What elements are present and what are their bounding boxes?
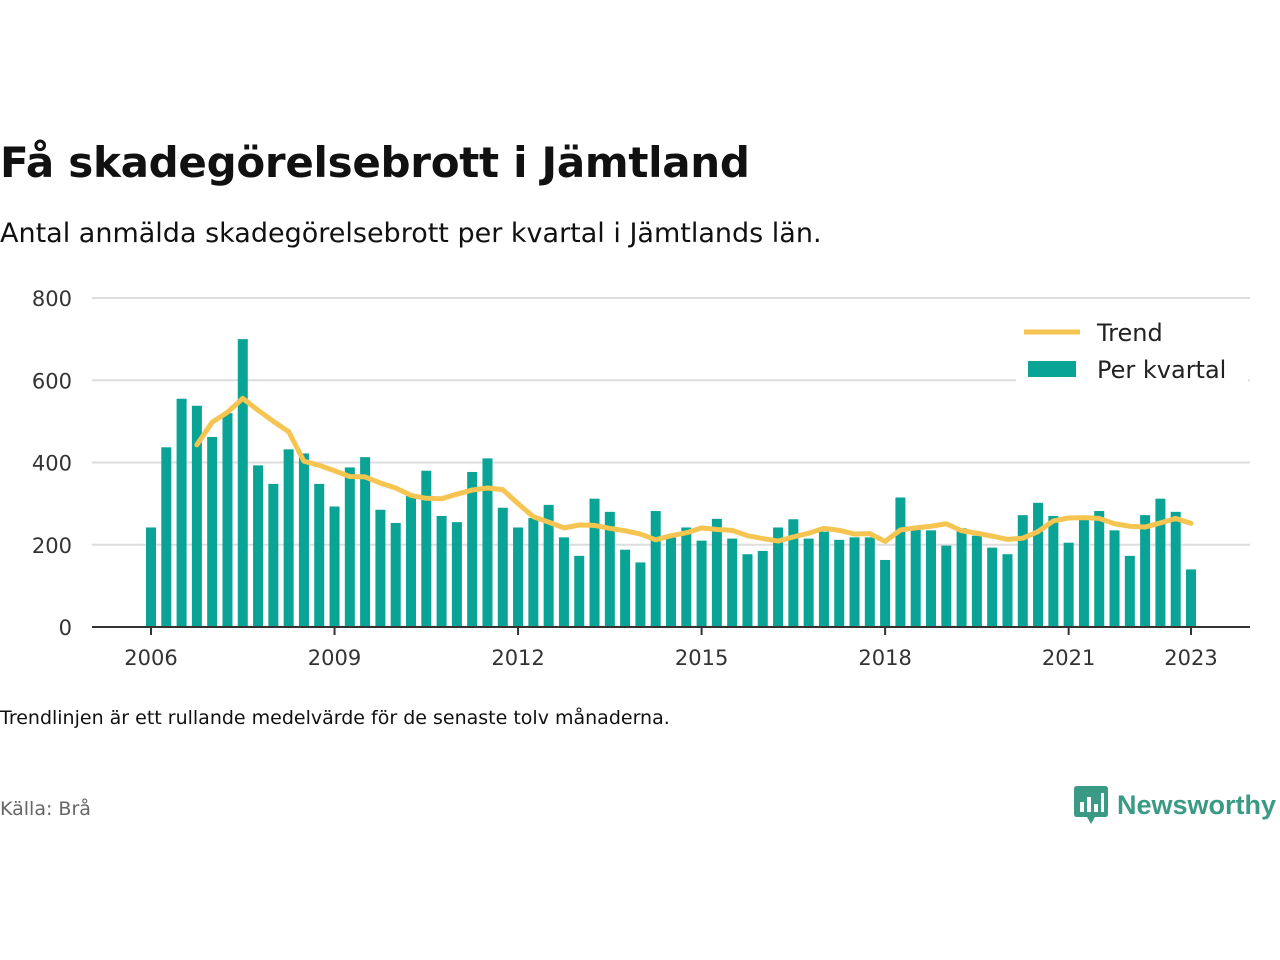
bar [696, 540, 707, 627]
bar [666, 537, 676, 627]
bar [360, 457, 371, 627]
trend-note: Trendlinjen är ett rullande medelvärde f… [0, 707, 670, 729]
bar [742, 554, 753, 627]
y-axis-ticks: 0 200 400 600 800 [32, 287, 72, 640]
bar [849, 537, 860, 627]
source-label: Källa: Brå [0, 798, 91, 820]
bar [344, 467, 355, 627]
chart-title: Få skadegörelsebrott i Jämtland [0, 138, 750, 187]
bar [558, 537, 569, 627]
bar [253, 465, 264, 627]
bar [834, 539, 845, 627]
y-tick-label: 800 [32, 287, 72, 311]
bar [497, 507, 508, 627]
y-tick-label: 400 [32, 452, 72, 476]
bar [268, 483, 279, 627]
x-tick-label: 2021 [1042, 646, 1095, 670]
bar [314, 483, 325, 627]
newsworthy-brand[interactable]: Newsworthy [1073, 784, 1276, 826]
bar [406, 494, 416, 627]
bar [176, 398, 187, 627]
bar [589, 498, 600, 627]
legend-bar-swatch [1028, 361, 1076, 377]
legend: Trend Per kvartal [1016, 312, 1248, 384]
bar [1017, 515, 1028, 627]
bar [1170, 511, 1181, 627]
bar [1109, 530, 1120, 627]
bar [650, 511, 661, 627]
bar [727, 538, 738, 627]
bar [1094, 511, 1105, 627]
bar [482, 458, 493, 627]
bar [421, 470, 432, 627]
bar [604, 511, 615, 627]
bar [926, 530, 936, 627]
bar [1063, 542, 1074, 627]
bar [895, 497, 906, 627]
x-tick-label: 2018 [858, 646, 911, 670]
bar [635, 562, 646, 627]
bar [1048, 515, 1059, 627]
x-tick-label: 2009 [308, 646, 361, 670]
y-tick-label: 600 [32, 369, 72, 393]
legend-trend-label: Trend [1096, 319, 1163, 347]
bar [467, 471, 478, 627]
bar [956, 528, 967, 627]
bar [574, 555, 585, 627]
legend-bar-label: Per kvartal [1097, 356, 1226, 384]
bar [298, 453, 309, 627]
bar [1155, 498, 1166, 627]
x-tick-label: 2012 [491, 646, 544, 670]
bar [757, 550, 768, 627]
x-tick-label: 2015 [675, 646, 728, 670]
bar [207, 437, 218, 627]
bar [711, 518, 722, 627]
bar [880, 559, 891, 627]
bar [864, 537, 875, 627]
x-tick-label: 2023 [1164, 646, 1217, 670]
brand-name: Newsworthy [1116, 789, 1276, 820]
bar [513, 527, 524, 627]
bar [237, 339, 248, 627]
bar [818, 531, 829, 627]
bar [1140, 515, 1151, 627]
bar [773, 527, 784, 627]
y-tick-label: 200 [32, 534, 72, 558]
chart-subtitle: Antal anmälda skadegörelsebrott per kvar… [0, 218, 822, 249]
bar [971, 535, 982, 627]
x-tick-label: 2006 [124, 646, 177, 670]
bar [283, 449, 294, 627]
bar [451, 522, 462, 627]
bar [161, 447, 172, 627]
bar [436, 515, 447, 627]
bar [910, 527, 921, 627]
bar [528, 518, 539, 627]
trend-line-layer [194, 395, 1194, 544]
bar [329, 506, 340, 627]
bar [543, 504, 554, 627]
bar [987, 547, 998, 627]
bar [788, 519, 799, 627]
bar [222, 413, 233, 627]
bar [146, 527, 156, 627]
bar [1033, 502, 1044, 627]
bar [1186, 569, 1196, 627]
bar [390, 522, 401, 627]
bar [803, 538, 814, 627]
bar [620, 549, 631, 627]
bar [1002, 554, 1013, 627]
x-axis-ticks: 2006 2009 2012 2015 2018 2021 2023 [124, 627, 1218, 670]
y-tick-label: 0 [59, 616, 72, 640]
bar [941, 545, 952, 627]
bar [1124, 555, 1135, 627]
bar [191, 405, 202, 627]
bar [375, 509, 386, 627]
newsworthy-logo-icon [1073, 786, 1108, 824]
bars [146, 339, 1196, 627]
bar [681, 527, 692, 627]
trend-line [194, 395, 1194, 544]
bar [1078, 515, 1089, 627]
